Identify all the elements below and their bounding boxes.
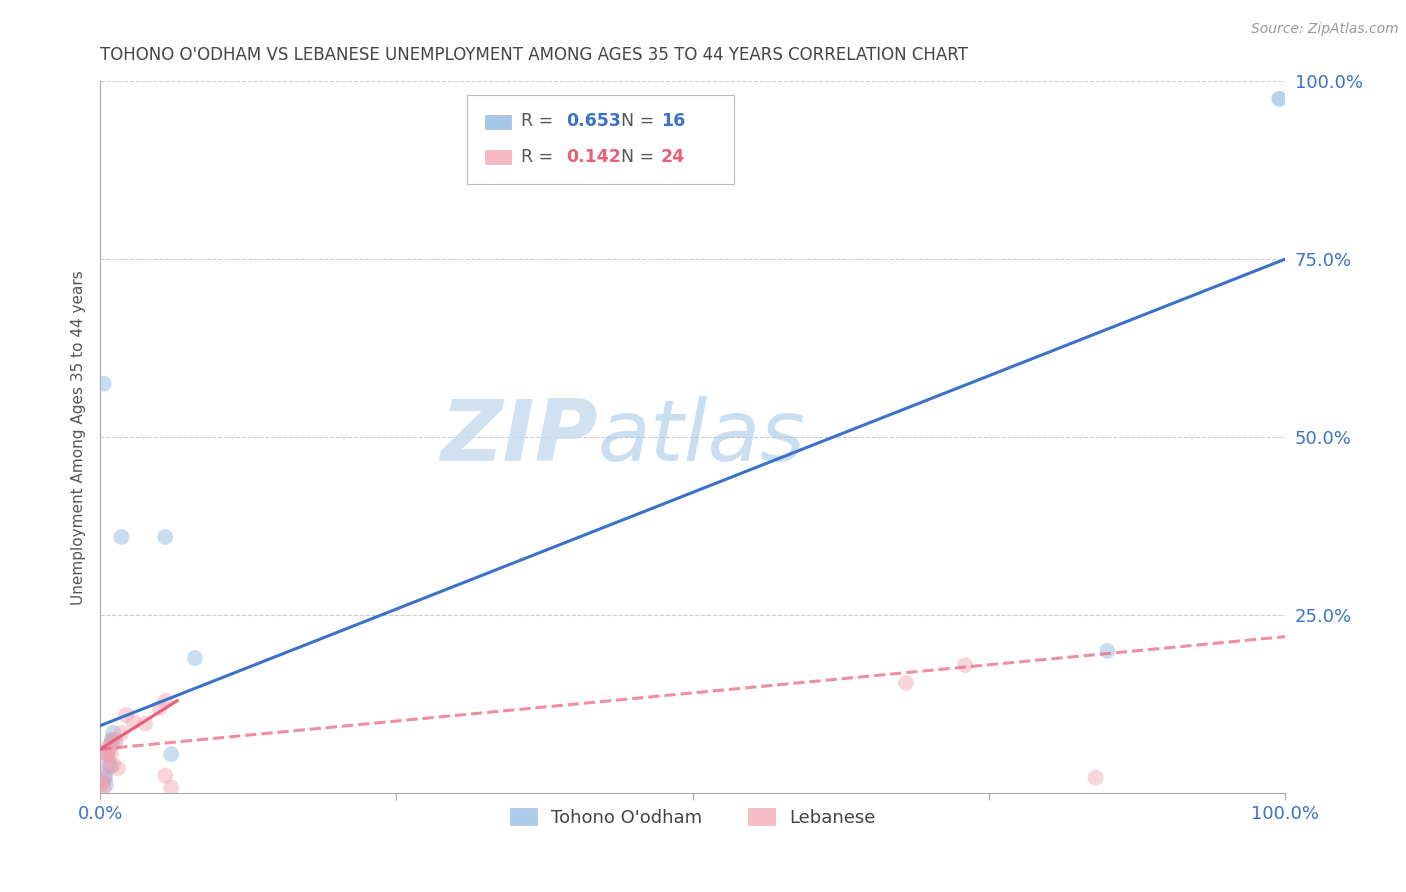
FancyBboxPatch shape <box>485 114 512 128</box>
Point <box>97 743 120 757</box>
Text: 16: 16 <box>661 112 685 130</box>
Point <box>91 775 114 789</box>
Text: ZIP: ZIP <box>440 396 598 479</box>
Point <box>1268 92 1291 106</box>
FancyBboxPatch shape <box>485 150 512 164</box>
Point <box>155 694 177 708</box>
Text: 0.653: 0.653 <box>565 112 620 130</box>
Point <box>100 759 122 773</box>
Point <box>110 530 132 544</box>
Point <box>94 778 117 792</box>
Point <box>97 739 120 754</box>
Text: TOHONO O'ODHAM VS LEBANESE UNEMPLOYMENT AMONG AGES 35 TO 44 YEARS CORRELATION CH: TOHONO O'ODHAM VS LEBANESE UNEMPLOYMENT … <box>100 46 967 64</box>
Point <box>94 772 117 786</box>
Point <box>96 747 118 761</box>
Point <box>93 376 115 391</box>
Text: R =: R = <box>520 112 558 130</box>
Point <box>184 651 207 665</box>
Point <box>94 754 117 768</box>
Point <box>155 768 177 782</box>
Text: 0.142: 0.142 <box>565 147 620 166</box>
Point <box>160 780 183 795</box>
Point <box>953 658 976 673</box>
Point <box>101 726 124 740</box>
Text: Source: ZipAtlas.com: Source: ZipAtlas.com <box>1251 22 1399 37</box>
Point <box>94 768 117 782</box>
Legend: Tohono O'odham, Lebanese: Tohono O'odham, Lebanese <box>502 801 883 834</box>
Point <box>160 747 183 761</box>
Point <box>101 757 124 772</box>
Point <box>94 768 117 782</box>
Point <box>1084 771 1107 785</box>
Text: 24: 24 <box>661 147 685 166</box>
Point <box>155 530 177 544</box>
Text: N =: N = <box>610 112 659 130</box>
Text: R =: R = <box>520 147 558 166</box>
Point <box>100 747 122 761</box>
Point <box>104 735 127 749</box>
Point <box>91 775 114 789</box>
Text: N =: N = <box>610 147 659 166</box>
Point <box>148 701 170 715</box>
Point <box>101 733 124 747</box>
Point <box>110 726 132 740</box>
Point <box>98 757 121 772</box>
Point <box>134 716 156 731</box>
Point <box>115 708 138 723</box>
Y-axis label: Unemployment Among Ages 35 to 44 years: Unemployment Among Ages 35 to 44 years <box>72 269 86 605</box>
FancyBboxPatch shape <box>467 95 734 185</box>
Point <box>894 676 917 690</box>
Point <box>93 780 115 795</box>
Point <box>122 715 145 730</box>
Point <box>90 778 112 792</box>
Point <box>1097 644 1119 658</box>
Point <box>98 739 121 754</box>
Point <box>103 733 125 747</box>
Point <box>96 747 118 761</box>
Point <box>107 761 129 775</box>
Text: atlas: atlas <box>598 396 806 479</box>
Point <box>101 733 124 747</box>
